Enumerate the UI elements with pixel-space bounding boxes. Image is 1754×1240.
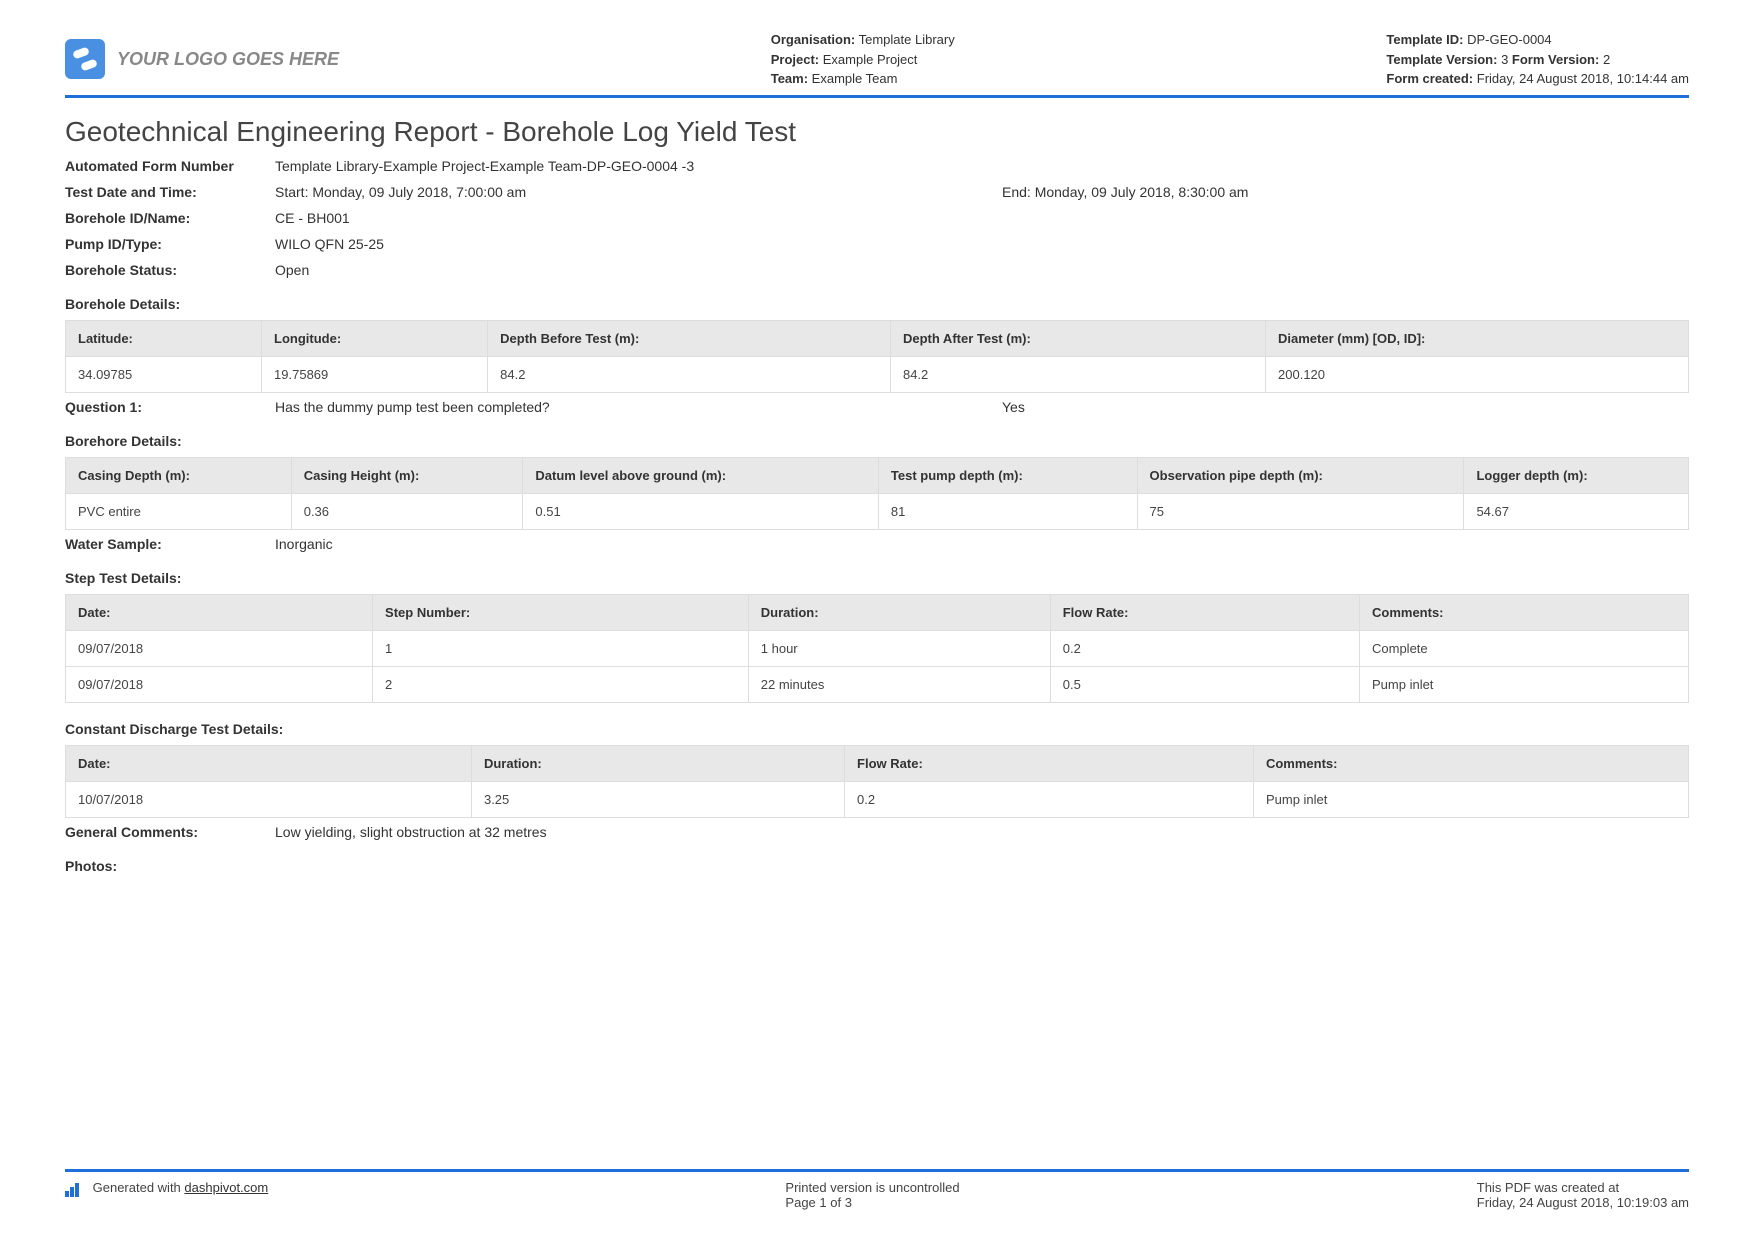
logo-icon (65, 39, 105, 79)
table-row: 34.0978519.7586984.284.2200.120 (66, 356, 1689, 392)
field-afn: Automated Form Number Template Library-E… (65, 158, 1689, 174)
logo-block: YOUR LOGO GOES HERE (65, 30, 339, 89)
cdt-title: Constant Discharge Test Details: (65, 721, 1689, 737)
photos-label: Photos: (65, 858, 1689, 874)
field-q1: Question 1: Has the dummy pump test been… (65, 399, 1689, 415)
field-gc: General Comments: Low yielding, slight o… (65, 824, 1689, 840)
footer-left: Generated with dashpivot.com (65, 1180, 268, 1210)
cdt-table: Date:Duration:Flow Rate:Comments: 10/07/… (65, 745, 1689, 818)
field-tdt: Test Date and Time: Start: Monday, 09 Ju… (65, 184, 1689, 200)
dashpivot-icon (65, 1182, 83, 1196)
step-table: Date:Step Number:Duration:Flow Rate:Comm… (65, 594, 1689, 703)
dashpivot-link[interactable]: dashpivot.com (184, 1180, 268, 1195)
field-ws: Water Sample: Inorganic (65, 536, 1689, 552)
field-bs: Borehole Status: Open (65, 262, 1689, 278)
footer-mid: Printed version is uncontrolled Page 1 o… (785, 1180, 959, 1210)
borehore-details-title: Borehore Details: (65, 433, 1689, 449)
step-title: Step Test Details: (65, 570, 1689, 586)
page-title: Geotechnical Engineering Report - Boreho… (65, 116, 1689, 148)
header-mid: Organisation: Template Library Project: … (771, 30, 955, 89)
borehore-table: Casing Depth (m):Casing Height (m):Datum… (65, 457, 1689, 530)
borehole-details-title: Borehole Details: (65, 296, 1689, 312)
field-bid: Borehole ID/Name: CE - BH001 (65, 210, 1689, 226)
table-row: 09/07/2018222 minutes0.5Pump inlet (66, 666, 1689, 702)
table-row: 09/07/201811 hour0.2Complete (66, 630, 1689, 666)
logo-text: YOUR LOGO GOES HERE (117, 49, 339, 70)
table-row: PVC entire0.360.51817554.67 (66, 493, 1689, 529)
table-row: 10/07/20183.250.2Pump inlet (66, 781, 1689, 817)
header-right: Template ID: DP-GEO-0004 Template Versio… (1386, 30, 1689, 89)
footer-right: This PDF was created at Friday, 24 Augus… (1477, 1180, 1689, 1210)
page-header: YOUR LOGO GOES HERE Organisation: Templa… (65, 30, 1689, 98)
borehole-table: Latitude:Longitude:Depth Before Test (m)… (65, 320, 1689, 393)
field-pid: Pump ID/Type: WILO QFN 25-25 (65, 236, 1689, 252)
page-footer: Generated with dashpivot.com Printed ver… (65, 1169, 1689, 1210)
